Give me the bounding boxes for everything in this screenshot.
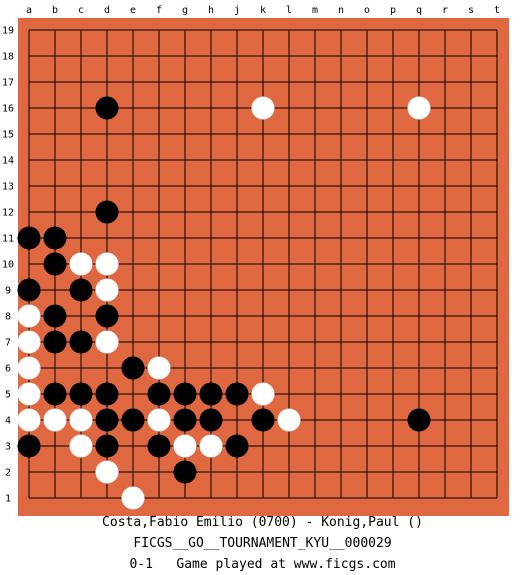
- column-label-h: h: [208, 5, 214, 16]
- column-label-c: c: [78, 5, 84, 16]
- column-label-j: j: [234, 5, 240, 16]
- row-label-13: 13: [2, 182, 14, 193]
- white-stone-d9: [95, 278, 119, 302]
- black-stone-g5: [173, 382, 197, 406]
- white-stone-c3: [69, 434, 93, 458]
- black-stone-d3: [95, 434, 119, 458]
- black-stone-d8: [95, 304, 119, 328]
- row-label-8: 8: [5, 312, 11, 323]
- column-label-d: d: [104, 5, 110, 16]
- column-label-n: n: [338, 5, 344, 16]
- white-stone-a5: [17, 382, 41, 406]
- row-label-12: 12: [2, 208, 14, 219]
- column-label-a: a: [26, 5, 32, 16]
- black-stone-h4: [199, 408, 223, 432]
- column-label-k: k: [260, 5, 266, 16]
- white-stone-k5: [251, 382, 275, 406]
- row-label-10: 10: [2, 260, 14, 271]
- row-label-11: 11: [2, 234, 14, 245]
- black-stone-q4: [407, 408, 431, 432]
- row-label-7: 7: [5, 338, 11, 349]
- black-stone-g2: [173, 460, 197, 484]
- tournament-line: FICGS__GO__TOURNAMENT_KYU__000029: [133, 536, 392, 551]
- white-stone-g3: [173, 434, 197, 458]
- black-stone-b5: [43, 382, 67, 406]
- white-stone-f6: [147, 356, 171, 380]
- black-stone-d12: [95, 200, 119, 224]
- black-stone-a3: [17, 434, 41, 458]
- white-stone-c10: [69, 252, 93, 276]
- row-label-19: 19: [2, 26, 14, 37]
- black-stone-d16: [95, 96, 119, 120]
- white-stone-b4: [43, 408, 67, 432]
- black-stone-d5: [95, 382, 119, 406]
- row-label-4: 4: [5, 416, 11, 427]
- column-label-g: g: [182, 5, 188, 16]
- column-label-q: q: [416, 5, 422, 16]
- white-stone-a8: [17, 304, 41, 328]
- white-stone-a6: [17, 356, 41, 380]
- white-stone-d10: [95, 252, 119, 276]
- white-stone-a4: [17, 408, 41, 432]
- row-label-6: 6: [5, 364, 11, 375]
- white-stone-q16: [407, 96, 431, 120]
- black-stone-c9: [69, 278, 93, 302]
- white-stone-e1: [121, 486, 145, 510]
- column-label-f: f: [156, 5, 162, 16]
- black-stone-e6: [121, 356, 145, 380]
- column-label-p: p: [390, 5, 396, 16]
- black-stone-b10: [43, 252, 67, 276]
- black-stone-j3: [225, 434, 249, 458]
- white-stone-c4: [69, 408, 93, 432]
- column-label-o: o: [364, 5, 370, 16]
- row-label-2: 2: [5, 468, 11, 479]
- white-stone-d7: [95, 330, 119, 354]
- black-stone-f3: [147, 434, 171, 458]
- column-label-s: s: [468, 5, 474, 16]
- white-stone-a7: [17, 330, 41, 354]
- black-stone-b8: [43, 304, 67, 328]
- column-label-m: m: [312, 5, 318, 16]
- row-label-14: 14: [2, 156, 14, 167]
- white-stone-l4: [277, 408, 301, 432]
- row-label-9: 9: [5, 286, 11, 297]
- black-stone-j5: [225, 382, 249, 406]
- column-label-l: l: [286, 5, 292, 16]
- white-stone-d2: [95, 460, 119, 484]
- column-label-b: b: [52, 5, 58, 16]
- black-stone-b7: [43, 330, 67, 354]
- black-stone-b11: [43, 226, 67, 250]
- row-labels: 19 18 17 16 15 14 13 12 11 10 9 8 7 6 5 4 3 2 1: [2, 26, 14, 505]
- column-label-e: e: [130, 5, 136, 16]
- row-label-5: 5: [5, 390, 11, 401]
- players-line: Costa,Fabio Emilio (0700) - Konig,Paul (…: [102, 515, 423, 530]
- black-stone-d4: [95, 408, 119, 432]
- black-stone-f5: [147, 382, 171, 406]
- column-label-t: t: [494, 5, 500, 16]
- black-stone-c7: [69, 330, 93, 354]
- row-label-15: 15: [2, 130, 14, 141]
- white-stone-k16: [251, 96, 275, 120]
- white-stone-f4: [147, 408, 171, 432]
- black-stone-g4: [173, 408, 197, 432]
- column-label-r: r: [442, 5, 448, 16]
- stones-layer: [17, 96, 431, 510]
- row-label-17: 17: [2, 78, 14, 89]
- row-label-3: 3: [5, 442, 11, 453]
- black-stone-c5: [69, 382, 93, 406]
- black-stone-a11: [17, 226, 41, 250]
- row-label-18: 18: [2, 52, 14, 63]
- black-stone-h5: [199, 382, 223, 406]
- black-stone-a9: [17, 278, 41, 302]
- row-label-1: 1: [5, 494, 11, 505]
- black-stone-k4: [251, 408, 275, 432]
- black-stone-e4: [121, 408, 145, 432]
- white-stone-h3: [199, 434, 223, 458]
- row-label-16: 16: [2, 104, 14, 115]
- result-line: 0-1 Game played at www.ficgs.com: [129, 557, 396, 572]
